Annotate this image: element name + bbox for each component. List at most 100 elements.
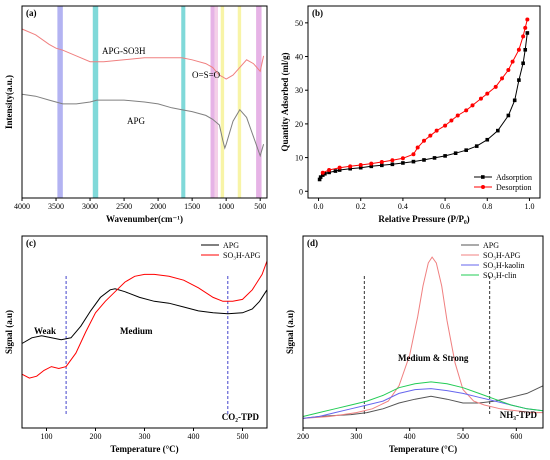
x-axis-title: Relative Pressure (P/P₀)	[378, 214, 469, 224]
series-line-1	[302, 256, 543, 419]
data-point-circle	[337, 165, 342, 170]
data-point-square	[369, 164, 374, 169]
y-tick-label: 30	[295, 86, 303, 95]
data-point-square	[422, 158, 426, 162]
x-tick-label: 3500	[48, 202, 64, 211]
legend-label: APG	[223, 241, 239, 250]
highlight-band	[256, 6, 262, 198]
x-tick-label: 1.0	[524, 202, 534, 211]
x-axis-title: Wavenumber(cm⁻¹)	[106, 214, 183, 224]
x-tick-label: 400	[188, 432, 200, 441]
data-point-circle	[434, 128, 439, 133]
data-point-square	[523, 47, 528, 52]
y-tick-label: 0	[299, 187, 303, 196]
series-line-1	[21, 260, 268, 379]
data-point-square	[390, 162, 395, 167]
data-point-square	[380, 163, 384, 168]
highlight-band	[220, 6, 225, 198]
data-point-circle	[428, 133, 433, 138]
series-line-0	[21, 28, 265, 80]
data-point-square	[333, 169, 338, 173]
legend-label: SO₃H-APG	[223, 251, 261, 260]
data-point-square	[453, 151, 458, 155]
data-point-square	[525, 31, 530, 35]
annotation-weak: Weak	[34, 326, 56, 336]
series-line-0	[21, 288, 268, 344]
panel-label: (a)	[26, 8, 37, 18]
data-point-square	[320, 173, 325, 177]
data-point-square	[474, 144, 479, 148]
panel-c: 100 200 300 400 500 Temperature (°C) Signal (a…	[4, 235, 268, 454]
highlight-band	[92, 6, 99, 198]
y-axis-title: Quantity Adsorbed (ml/g)	[280, 52, 290, 151]
x-tick-label: 500	[457, 432, 469, 441]
data-point-circle	[369, 161, 374, 166]
highlight-band	[237, 6, 242, 198]
x-tick-label: 500	[254, 202, 266, 211]
series-line-2	[302, 388, 544, 419]
legend-marker	[481, 185, 485, 189]
data-point-circle	[510, 59, 515, 64]
x-tick-label: 0.4	[398, 202, 408, 211]
legend-marker	[481, 175, 485, 179]
data-point-square	[318, 175, 323, 179]
panel-a: 4000 3500 3000 2500 2000 1500 1000 500 Wavenumbe…	[4, 5, 268, 224]
x-tick-label: 0.2	[356, 202, 366, 211]
data-point-circle	[411, 152, 416, 157]
data-point-square	[485, 137, 490, 142]
legend-label: Adsorption	[496, 173, 532, 182]
x-tick-label: 2000	[150, 202, 166, 211]
data-point-square	[432, 156, 437, 160]
data-point-circle	[415, 145, 420, 150]
plot-frame	[307, 5, 541, 199]
y-axis-title: Signal (a.u)	[4, 310, 14, 354]
y-axis-title: Intensity(a.u.)	[4, 75, 14, 129]
data-point-square	[464, 148, 468, 152]
highlight-band	[214, 6, 218, 198]
plot-frame	[21, 5, 268, 199]
data-point-circle	[455, 113, 460, 118]
x-axis-title: Temperature (°C)	[110, 444, 178, 454]
data-point-square	[411, 159, 416, 164]
y-tick-label: 50	[295, 19, 303, 28]
y-axis-title: Signal (a.u)	[285, 310, 295, 354]
data-point-square	[401, 161, 405, 165]
x-axis-title: Temperature (°C)	[389, 444, 457, 454]
x-tick-label: 0.8	[482, 202, 492, 211]
data-point-square	[323, 171, 327, 176]
panel-label: (b)	[312, 8, 323, 18]
data-point-circle	[320, 170, 325, 175]
x-tick-label: 3000	[82, 202, 98, 211]
x-tick-label: 300	[350, 432, 362, 441]
data-point-circle	[521, 34, 526, 39]
highlight-band	[181, 6, 186, 198]
data-point-square	[521, 61, 525, 66]
panel-label: (c)	[26, 238, 36, 248]
annotation-co2-tpd: CO₂-TPD	[222, 412, 260, 422]
x-tick-label: 4000	[14, 202, 30, 211]
legend-label: SO₃H-APG	[483, 251, 521, 260]
x-tick-label: 0.6	[440, 202, 450, 211]
y-tick-label: 10	[295, 154, 303, 163]
data-point-square	[337, 168, 342, 172]
data-point-square	[358, 165, 363, 170]
data-point-circle	[379, 159, 384, 164]
data-point-circle	[390, 158, 395, 163]
plot-frame	[302, 235, 544, 429]
data-point-circle	[348, 164, 353, 169]
highlight-band	[57, 6, 63, 198]
data-point-circle	[516, 47, 521, 52]
data-point-square	[512, 98, 517, 103]
data-point-circle	[358, 162, 363, 167]
data-point-circle	[485, 91, 490, 96]
legend-label: APG	[483, 241, 499, 250]
x-tick-label: 200	[297, 432, 309, 441]
panel-label: (d)	[307, 238, 318, 248]
x-tick-label: 300	[139, 432, 151, 441]
annotation-nh3-tpd: NH₃-TPD	[500, 410, 538, 420]
panel-b: 0.0 0.2 0.4 0.6 0.8 1.0 0 10 20 30 40 50 Relative Pr…	[280, 5, 541, 224]
data-point-circle	[400, 156, 405, 161]
data-point-circle	[449, 118, 454, 123]
legend-label: SO₃H-clin	[483, 271, 516, 280]
